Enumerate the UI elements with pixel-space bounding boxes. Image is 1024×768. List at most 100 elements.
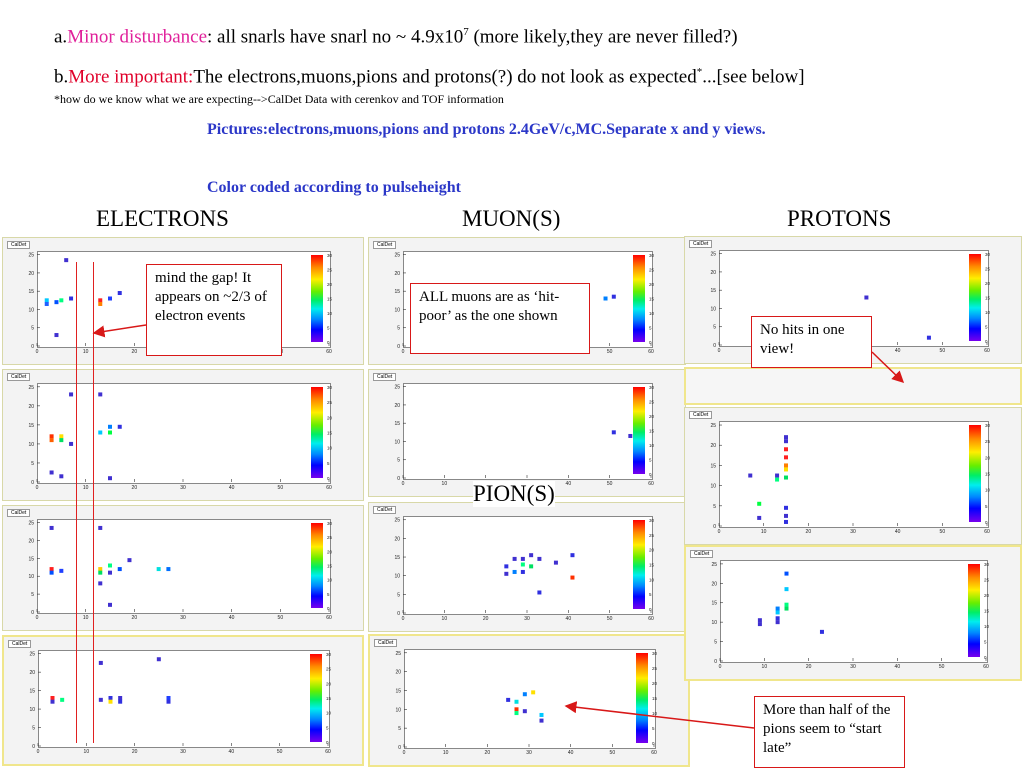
palette-tick-label: 30: [649, 385, 655, 390]
gap-line-left: [76, 262, 77, 743]
hit-cell: [504, 564, 509, 569]
y-tick-label: 10: [394, 574, 400, 580]
pion-event-2: CalDet 0 10 20 30 40 50 60 0 5 10 15 20 25 0 5 10 15 20 25 3…: [368, 634, 690, 767]
pulseheight-palette: [968, 564, 980, 657]
event-display: 0 10 20 30 40 50 60 0 5 10 15 20 25 0 5 10 15 20 25 30: [394, 518, 655, 622]
x-tick-label: 0: [718, 348, 721, 354]
palette-tick-label: 0: [985, 339, 988, 344]
hit-cell: [757, 618, 762, 623]
palette-tick-label: 0: [649, 607, 652, 612]
palette-tick-label: 25: [649, 400, 655, 405]
palette-tick-label: 15: [649, 429, 655, 434]
hit-cell: [775, 610, 780, 615]
footnote: *how do we know what we are expecting-->…: [54, 92, 504, 106]
plot-area: [720, 560, 988, 663]
x-tick-label: 50: [607, 616, 613, 622]
y-tick-label: 0: [397, 344, 400, 350]
plot-area: [37, 383, 331, 484]
y-tick-label: 10: [28, 307, 34, 313]
hit-cell: [98, 392, 103, 397]
hit-cell: [522, 692, 527, 697]
x-tick-label: 60: [326, 485, 332, 491]
palette-tick-label: 10: [652, 711, 658, 716]
palette-tick-label: 25: [985, 439, 991, 444]
x-tick-label: 30: [524, 616, 530, 622]
panel-tag: CalDet: [8, 640, 32, 648]
palette-tick-label: 5: [649, 326, 652, 331]
hit-cell: [514, 711, 519, 716]
electrons-heading: ELECTRONS: [96, 206, 229, 231]
plot-area: [404, 649, 656, 749]
palette-tick-label: 5: [984, 640, 987, 645]
hit-cell: [784, 519, 788, 524]
hit-cell: [570, 575, 575, 580]
palette-tick-label: 5: [649, 592, 652, 597]
y-tick-label: 5: [397, 458, 400, 464]
electron-event-3: CalDet 0 10 20 30 40 50 60 0 5 10 15 20 25 0 5 10 15 20 25 3…: [2, 505, 364, 631]
panel-tag: CalDet: [373, 373, 397, 381]
pulseheight-palette: [311, 387, 323, 478]
y-tick-label: 15: [28, 423, 34, 429]
palette-tick-label: 25: [984, 578, 990, 583]
hit-cell: [156, 567, 161, 572]
hit-cell: [757, 501, 762, 506]
x-tick-label: 20: [132, 485, 138, 491]
palette-tick-label: 10: [326, 711, 332, 716]
hit-cell: [504, 571, 509, 576]
hit-cell: [69, 441, 74, 446]
hit-cell: [784, 475, 788, 480]
y-tick-label: 10: [28, 574, 34, 580]
hit-cell: [108, 476, 112, 481]
y-tick-label: 0: [397, 476, 400, 482]
x-tick-label: 0: [718, 529, 721, 535]
y-tick-label: 5: [713, 504, 716, 510]
y-tick-label: 15: [394, 289, 400, 295]
event-display: 0 10 20 30 40 50 60 0 5 10 15 20 25 0 5 10 15 20 25 30: [28, 385, 333, 491]
y-tick-label: 5: [714, 640, 717, 646]
y-tick-label: 5: [31, 326, 34, 332]
hit-cell: [108, 563, 112, 568]
y-tick-label: 25: [29, 652, 35, 658]
palette-tick-label: 30: [984, 562, 990, 567]
y-tick-label: 25: [710, 252, 716, 258]
palette-tick-label: 10: [327, 446, 333, 451]
hit-cell: [611, 294, 616, 299]
y-tick-label: 25: [28, 385, 34, 391]
palette-tick-label: 10: [985, 488, 991, 493]
panel-tag: CalDet: [7, 373, 31, 381]
hit-cell: [775, 620, 780, 625]
hit-cell: [98, 567, 103, 572]
x-tick-label: 0: [719, 664, 722, 670]
gap-arrow: [92, 324, 147, 338]
palette-tick-label: 10: [649, 443, 655, 448]
y-tick-label: 10: [394, 307, 400, 313]
panel-tag: CalDet: [374, 639, 398, 647]
pion-event-1: CalDet 0 10 20 30 40 50 60 0 5 10 15 20 25 0 5 10 15 20 25 3…: [368, 502, 686, 632]
y-tick-label: 20: [711, 581, 717, 587]
palette-tick-label: 15: [984, 609, 990, 614]
y-tick-label: 20: [710, 270, 716, 276]
palette-tick-label: 20: [649, 282, 655, 287]
hit-cell: [784, 587, 789, 592]
palette-tick-label: 15: [985, 472, 991, 477]
y-tick-label: 15: [395, 688, 401, 694]
x-tick-label: 50: [278, 615, 284, 621]
palette-tick-label: 10: [984, 624, 990, 629]
x-tick-label: 0: [36, 349, 39, 355]
palette-tick-label: 5: [327, 461, 330, 466]
palette-tick-label: 10: [649, 577, 655, 582]
y-tick-label: 20: [710, 443, 716, 449]
hit-cell: [69, 392, 74, 397]
muon-event-2: CalDet0102030405060051015202505101520253…: [368, 369, 686, 497]
proton-arrow: [871, 351, 905, 384]
event-display: 0 10 20 30 40 50 60 0 5 10 15 20 25 0 5 10 15 20 25 30: [711, 562, 990, 670]
x-tick-label: 20: [485, 750, 491, 756]
palette-tick-label: 0: [649, 340, 652, 345]
hit-cell: [98, 660, 103, 665]
hit-cell: [108, 296, 112, 301]
point-a-text: : all snarls have snarl no ~ 4.9x10: [207, 26, 464, 48]
palette-tick-label: 25: [327, 268, 333, 273]
x-tick-label: 40: [229, 749, 235, 755]
x-tick-label: 0: [403, 750, 406, 756]
panel-tag: CalDet: [373, 241, 397, 249]
